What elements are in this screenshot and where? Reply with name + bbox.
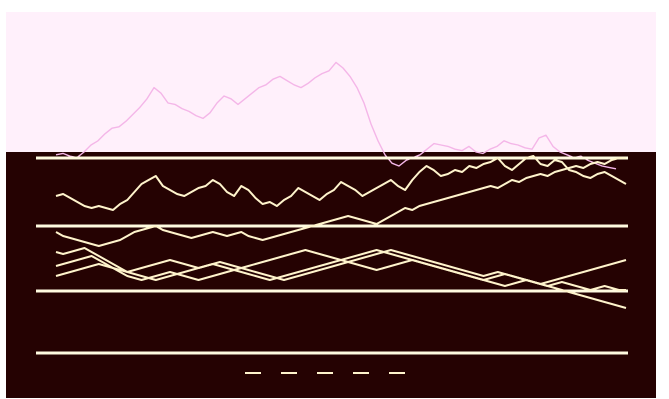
- series-line-5: [55, 249, 627, 309]
- series-line-1: [55, 155, 627, 211]
- series-line-1: [55, 61, 617, 170]
- bottom-panel-background: [6, 152, 656, 398]
- top-panel-series-group: [55, 61, 617, 170]
- top-panel-background: [6, 12, 656, 152]
- bottom-panel-series-group: [55, 155, 627, 309]
- series-line-2: [55, 157, 626, 247]
